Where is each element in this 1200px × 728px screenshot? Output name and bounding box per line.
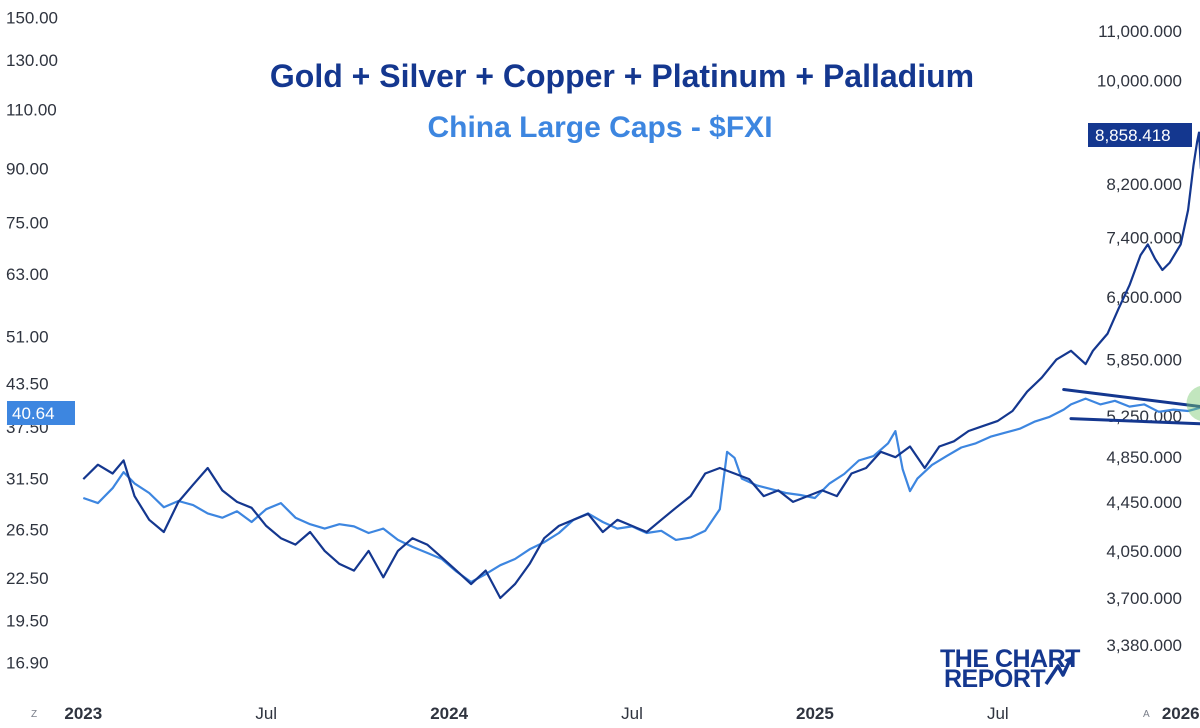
breakout-highlight-circle <box>1186 385 1200 421</box>
left-axis-tick-label: 51.00 <box>6 327 49 346</box>
left-axis-tick-label: 63.00 <box>6 265 49 284</box>
right-axis-tick-label: 3,380.000 <box>1106 636 1182 655</box>
time-axis: 2023 Jul 2024 Jul 2025 Jul 2026 <box>64 704 1199 723</box>
left-axis-tick-label: 19.50 <box>6 611 49 630</box>
right-axis-tick-label: 10,000.000 <box>1097 72 1182 91</box>
fxi-series-line <box>82 397 1200 584</box>
right-axis-tick-label: 8,200.000 <box>1106 175 1182 194</box>
logo-line-2: REPORT <box>944 665 1045 693</box>
right-last-value-badge <box>1088 123 1192 147</box>
metals-series-line <box>82 131 1200 600</box>
chart-title: Gold + Silver + Copper + Platinum + Pall… <box>270 58 974 94</box>
right-axis-tick-label: 5,850.000 <box>1106 351 1182 370</box>
logo-arrowhead-icon <box>1064 656 1072 665</box>
left-last-value-label: 40.64 <box>12 404 55 423</box>
left-axis-tick-label: 31.50 <box>6 470 49 489</box>
left-axis-tick-label: 110.00 <box>6 100 57 119</box>
left-price-axis: 150.00 130.00 110.00 90.00 75.00 63.00 51.00 43… <box>6 9 58 673</box>
x-axis-tick-label: Jul <box>621 704 643 723</box>
left-axis-tick-label: 75.00 <box>6 213 49 232</box>
left-axis-tick-label: 22.50 <box>6 569 49 588</box>
x-axis-tick-label: Jul <box>987 704 1009 723</box>
chart-subtitle: China Large Caps - $FXI <box>427 111 772 144</box>
x-axis-tick-label: Jul <box>255 704 277 723</box>
left-axis-tick-label: 150.00 <box>6 9 58 28</box>
left-axis-tick-label: 43.50 <box>6 374 49 393</box>
plot-area <box>82 131 1200 600</box>
right-axis-tick-label: 4,050.000 <box>1106 542 1182 561</box>
logo-arrow-icon <box>1044 659 1072 685</box>
x-axis-tick-label: 2024 <box>430 704 468 723</box>
right-last-value-label: 8,858.418 <box>1095 126 1171 145</box>
the-chart-report-logo: THE CHART REPORT <box>940 645 1081 693</box>
right-axis-tick-label: 4,450.000 <box>1106 493 1182 512</box>
x-axis-tick-label: 2025 <box>796 704 834 723</box>
left-axis-tick-label: 16.90 <box>6 654 49 673</box>
right-axis-tick-label: 7,400.000 <box>1106 228 1182 247</box>
right-price-axis: 11,000.00010,000.0009,000.0008,200.0007,… <box>1097 22 1182 655</box>
left-corner-mark[interactable]: Z <box>31 709 37 720</box>
right-axis-tick-label: 6,600.000 <box>1106 288 1182 307</box>
wedge-lower-trendline <box>1069 417 1200 426</box>
right-axis-tick-label: 11,000.000 <box>1098 22 1182 41</box>
left-axis-tick-label: 26.50 <box>6 521 49 540</box>
right-axis-tick-label: 3,700.000 <box>1106 589 1182 608</box>
right-corner-mark[interactable]: A <box>1143 709 1150 720</box>
left-axis-tick-label: 130.00 <box>6 51 58 70</box>
left-last-value-badge <box>7 401 75 425</box>
x-axis-tick-label: 2023 <box>64 704 102 723</box>
right-axis-tick-label: 4,850.000 <box>1106 448 1182 467</box>
left-axis-tick-label: 90.00 <box>6 160 49 179</box>
x-axis-tick-label: 2026 <box>1162 704 1200 723</box>
last-value-badges: 40.64 8,858.418 <box>7 123 1192 425</box>
wedge-upper-trendline <box>1062 387 1200 409</box>
